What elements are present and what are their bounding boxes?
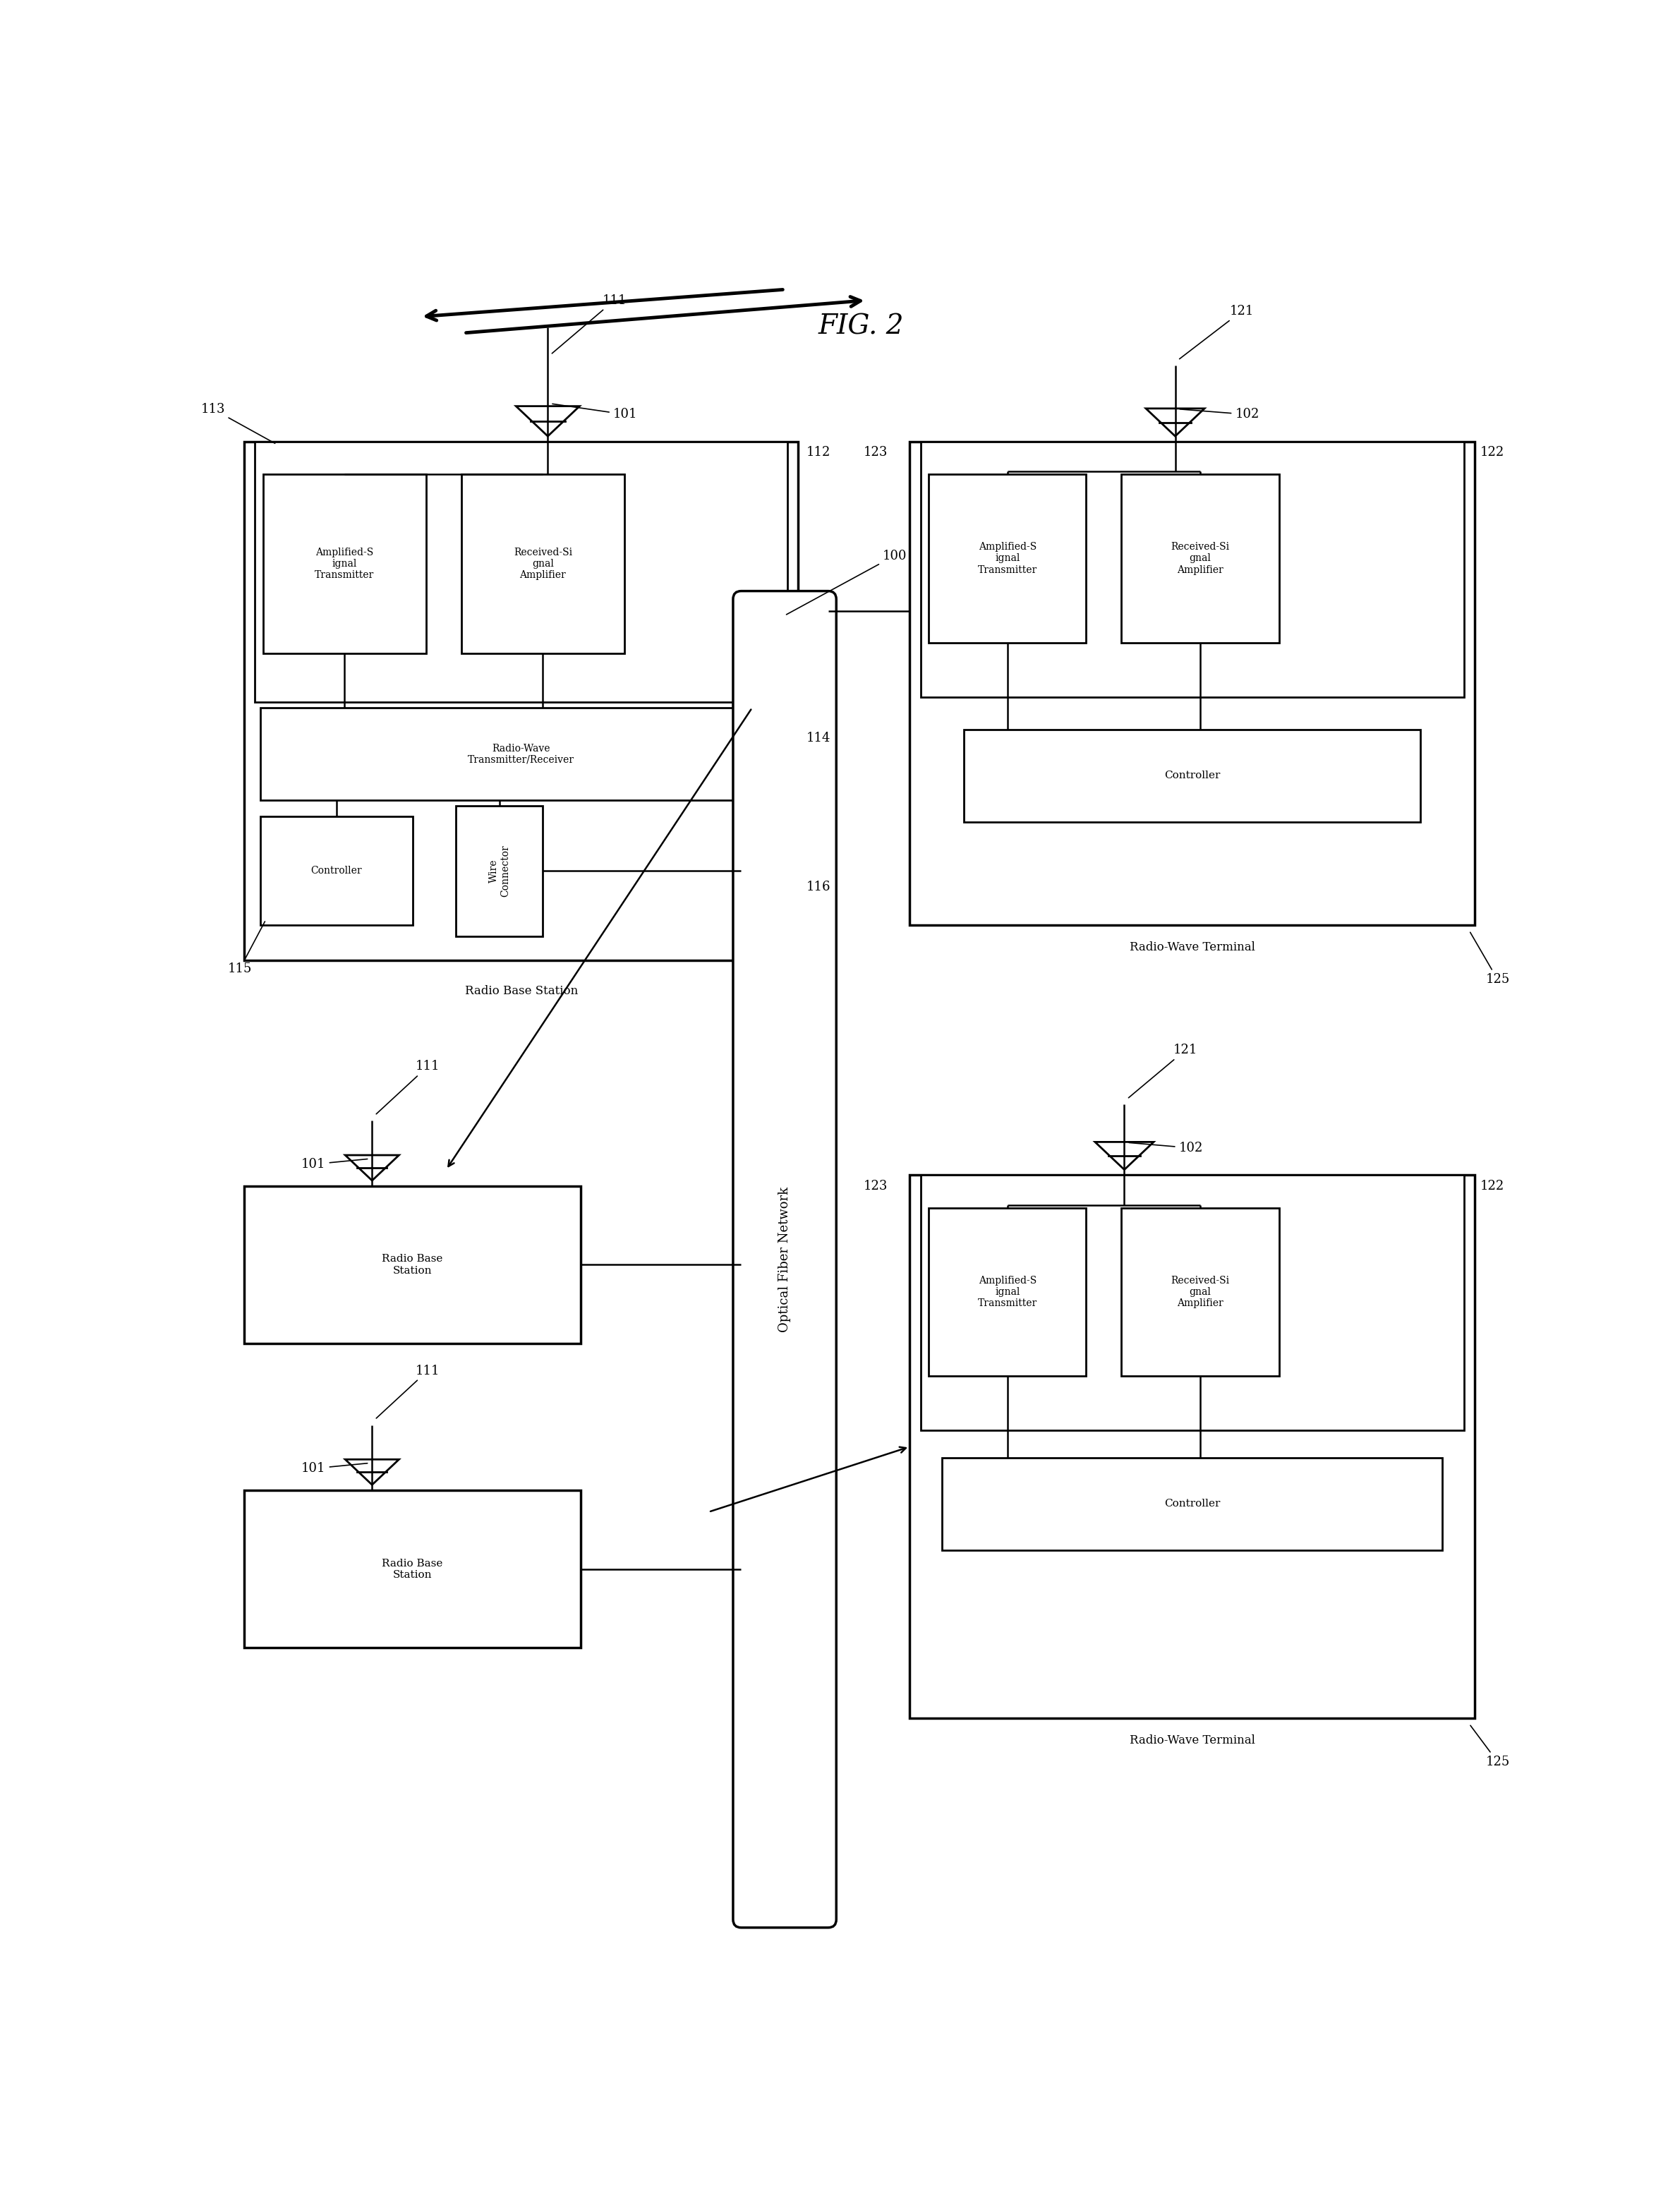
Text: Amplified-S
ignal
Transmitter: Amplified-S ignal Transmitter — [978, 542, 1037, 575]
Text: 123: 123 — [864, 446, 887, 459]
Bar — [455, 807, 543, 936]
Text: Amplified-S
ignal
Transmitter: Amplified-S ignal Transmitter — [314, 546, 375, 579]
Bar — [921, 442, 1463, 697]
Text: 111: 111 — [376, 1364, 440, 1419]
Text: Optical Fiber Network: Optical Fiber Network — [778, 1187, 791, 1331]
Text: 102: 102 — [1179, 409, 1260, 420]
Bar — [264, 474, 427, 654]
Bar — [255, 442, 788, 702]
Text: Radio Base
Station: Radio Base Station — [381, 1559, 444, 1580]
Text: FIG. 2: FIG. 2 — [818, 315, 904, 341]
Text: 112: 112 — [806, 446, 830, 459]
Text: 122: 122 — [1480, 1180, 1504, 1191]
Bar — [964, 730, 1420, 822]
Text: 125: 125 — [1470, 931, 1510, 986]
Text: 101: 101 — [301, 1159, 368, 1170]
Text: Controller: Controller — [1164, 772, 1220, 780]
Text: Received-Si
gnal
Amplifier: Received-Si gnal Amplifier — [1171, 1277, 1230, 1307]
Text: 123: 123 — [864, 1180, 887, 1191]
Text: Amplified-S
ignal
Transmitter: Amplified-S ignal Transmitter — [978, 1277, 1037, 1307]
Text: 121: 121 — [1179, 304, 1253, 359]
Bar — [244, 442, 798, 960]
Text: Wire
Connector: Wire Connector — [489, 844, 511, 896]
Text: 111: 111 — [376, 1060, 440, 1115]
Bar — [929, 1207, 1087, 1377]
Text: 113: 113 — [200, 402, 276, 444]
Text: 121: 121 — [1129, 1043, 1198, 1097]
Bar — [929, 474, 1087, 643]
Bar — [244, 1187, 581, 1344]
Bar — [942, 1458, 1441, 1550]
Bar — [921, 1176, 1463, 1430]
Text: Radio Base Station: Radio Base Station — [465, 986, 578, 997]
Text: 114: 114 — [806, 732, 830, 743]
Text: Radio-Wave
Transmitter/Receiver: Radio-Wave Transmitter/Receiver — [469, 743, 575, 765]
Text: 101: 101 — [301, 1462, 368, 1476]
Text: Controller: Controller — [311, 866, 363, 877]
Text: Controller: Controller — [1164, 1500, 1220, 1508]
Text: Received-Si
gnal
Amplifier: Received-Si gnal Amplifier — [514, 546, 573, 579]
Bar — [1122, 1207, 1278, 1377]
FancyBboxPatch shape — [732, 590, 837, 1928]
Text: 101: 101 — [553, 404, 637, 420]
Bar — [260, 708, 781, 800]
Text: 100: 100 — [786, 549, 907, 614]
Bar — [909, 1176, 1475, 1718]
Text: Radio-Wave Terminal: Radio-Wave Terminal — [1129, 1736, 1255, 1747]
Bar — [462, 474, 625, 654]
Text: 125: 125 — [1470, 1725, 1510, 1768]
Text: Radio Base
Station: Radio Base Station — [381, 1255, 444, 1274]
Bar — [260, 818, 413, 925]
Text: 102: 102 — [1129, 1141, 1203, 1154]
Text: 122: 122 — [1480, 446, 1504, 459]
Bar — [244, 1491, 581, 1648]
Text: Radio-Wave Terminal: Radio-Wave Terminal — [1129, 942, 1255, 953]
Bar — [1122, 474, 1278, 643]
Text: 111: 111 — [553, 293, 627, 354]
Text: 116: 116 — [806, 881, 830, 894]
Text: Received-Si
gnal
Amplifier: Received-Si gnal Amplifier — [1171, 542, 1230, 575]
Bar — [909, 442, 1475, 925]
Text: 115: 115 — [228, 922, 265, 975]
